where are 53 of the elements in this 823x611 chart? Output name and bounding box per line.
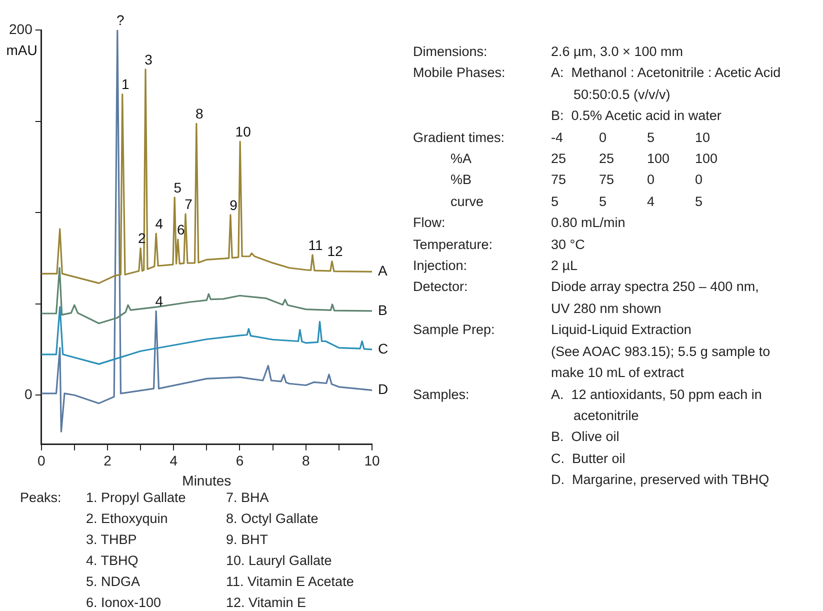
text: B. Olive oil: [551, 428, 620, 446]
annotation: 4: [155, 292, 164, 309]
text: Flow: 0.80 mL/min: [413, 215, 626, 230]
annotation: 7: [184, 196, 193, 212]
annotation: 3: [144, 51, 153, 68]
annotation: 9: [230, 196, 238, 213]
annotation: 1: [121, 76, 130, 92]
annotation: 12: [327, 243, 343, 260]
text: UV 280 nm shown: [551, 300, 662, 318]
text: Mobile Phases: A: Methanol : Acetonitrile : Acetic Acid: [413, 65, 781, 80]
text: 3. THBP 9. BHT: [86, 532, 268, 547]
text: B: 0.5% Acetic acid in water: [551, 107, 722, 126]
text: 4. TBHQ 10. Lauryl Gallate: [86, 553, 332, 568]
x-tick-label: 8: [302, 452, 310, 469]
annotation: 10: [235, 123, 252, 140]
text: 5. NDGA 11. Vitamin E Acetate: [86, 574, 354, 589]
text: Samples: A. 12 antioxidants, 50 ppm each in: [413, 386, 762, 402]
text: Gradient times: -4 0 5 10: [413, 130, 710, 145]
text: curve 5 5 4 5: [450, 194, 703, 209]
series-label: B: [378, 302, 388, 318]
text: (See AOAC 983.15); 5.5 g sample to: [551, 342, 770, 361]
text: 2. Ethoxyquin 8. Octyl Gallate: [86, 511, 318, 526]
text: C. Butter oil: [551, 450, 626, 468]
annotation: ?: [116, 12, 125, 28]
x-tick-label: 2: [104, 452, 112, 469]
annotation: 4: [155, 215, 164, 232]
y-axis-title: mAU: [6, 42, 38, 58]
x-tick-label: 0: [37, 452, 46, 469]
series-label: C: [378, 340, 388, 356]
text: Dimensions: 2.6 µm, 3.0 × 100 mm: [413, 44, 683, 59]
text: Detector: Diode array spectra 250 – 400 nm,: [413, 279, 759, 294]
text: acetonitrile: [572, 406, 639, 425]
series-label: A: [378, 262, 388, 279]
text: %B 75 75 0 0: [450, 172, 703, 188]
annotation: 6: [177, 221, 186, 238]
text: D. Margarine, preserved with TBHQ: [551, 471, 770, 490]
text: make 10 mL of extract: [551, 364, 684, 382]
text: Peaks: 1. Propyl Gallate 7. BHA: [20, 490, 269, 505]
series-label: D: [378, 381, 388, 398]
x-axis-title: Minutes: [182, 472, 232, 488]
x-tick-label: 4: [170, 452, 178, 469]
text: Temperature: 30 °C: [413, 236, 585, 252]
y-tick-label: 200: [9, 20, 33, 37]
annotation: 8: [196, 106, 204, 122]
x-tick-label: 10: [364, 452, 380, 469]
text: 6. Ionox-100 12. Vitamin E: [86, 595, 306, 610]
annotation: 11: [308, 236, 323, 253]
text: Injection: 2 µL: [413, 258, 578, 274]
text: 50:50:0.5 (v/v/v): [572, 86, 670, 104]
text: %A 25 25 100 100: [450, 151, 718, 166]
annotation: 5: [174, 179, 182, 196]
x-tick-label: 6: [236, 452, 244, 469]
text: Sample Prep: Liquid-Liquid Extraction: [413, 322, 692, 338]
